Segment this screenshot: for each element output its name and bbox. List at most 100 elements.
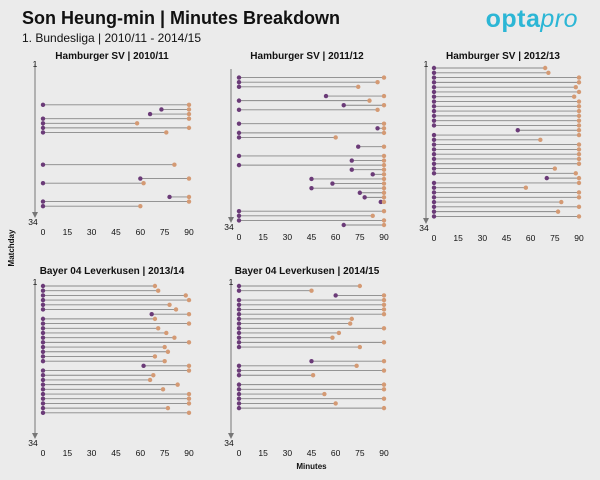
start-dot	[236, 302, 242, 307]
start-dot	[138, 176, 143, 181]
start-dot	[40, 102, 46, 108]
start-dot	[40, 321, 46, 326]
matchday-arrow-head	[228, 433, 234, 439]
y-tick-label: 34	[224, 222, 234, 232]
end-dot	[381, 172, 387, 177]
x-tick-label: 60	[136, 227, 146, 237]
end-dot	[186, 401, 192, 406]
start-dot	[431, 199, 437, 205]
start-dot	[544, 175, 549, 181]
start-dot	[515, 128, 520, 133]
end-dot	[576, 142, 582, 147]
start-dot	[236, 405, 242, 411]
start-dot	[40, 116, 46, 121]
end-dot	[381, 387, 387, 392]
end-dot	[381, 340, 387, 345]
end-dot	[381, 358, 387, 364]
end-dot	[186, 340, 192, 345]
end-dot	[357, 283, 363, 289]
start-dot	[236, 98, 242, 103]
start-dot	[431, 99, 437, 104]
end-dot	[347, 321, 353, 326]
start-dot	[236, 382, 242, 387]
panel-title: Bayer 04 Leverkusen | 2014/15	[235, 266, 380, 277]
end-dot	[162, 358, 167, 364]
end-dot	[576, 175, 582, 181]
end-dot	[356, 84, 361, 90]
start-dot	[236, 311, 242, 317]
page-subtitle: 1. Bundesliga | 2010/11 - 2014/15	[22, 31, 202, 45]
end-dot	[523, 185, 529, 190]
x-tick-label: 90	[574, 233, 584, 243]
end-dot	[333, 401, 338, 406]
start-dot	[323, 93, 329, 99]
end-dot	[381, 307, 387, 312]
end-dot	[186, 107, 192, 112]
end-dot	[381, 93, 387, 99]
end-dot	[576, 108, 582, 114]
start-dot	[40, 335, 46, 340]
matchday-arrow-head	[32, 433, 38, 439]
start-dot	[431, 214, 437, 219]
start-dot	[149, 311, 154, 317]
start-dot	[236, 330, 242, 336]
end-dot	[186, 368, 192, 373]
matchday-arrow-head	[228, 217, 234, 223]
start-dot	[349, 158, 354, 163]
end-dot	[381, 144, 387, 149]
end-dot	[576, 195, 582, 200]
start-dot	[236, 316, 242, 322]
start-dot	[147, 111, 153, 117]
x-axis-label: Minutes	[296, 462, 327, 471]
end-dot	[576, 89, 582, 95]
start-dot	[309, 185, 314, 191]
end-dot	[186, 363, 192, 369]
start-dot	[431, 80, 437, 85]
start-dot	[356, 144, 361, 149]
end-dot	[160, 387, 166, 392]
start-dot	[236, 368, 242, 373]
start-dot	[236, 340, 242, 345]
start-dot	[431, 185, 437, 190]
x-tick-label: 90	[184, 448, 194, 458]
start-dot	[375, 126, 380, 131]
end-dot	[576, 104, 582, 109]
y-tick-label: 1	[33, 277, 38, 287]
x-tick-label: 0	[237, 232, 242, 242]
end-dot	[576, 190, 582, 195]
x-tick-label: 45	[307, 232, 317, 242]
start-dot	[431, 89, 437, 95]
start-dot	[236, 75, 242, 80]
end-dot	[381, 326, 387, 331]
end-dot	[164, 130, 169, 135]
start-dot	[236, 283, 242, 289]
end-dot	[573, 171, 578, 176]
end-dot	[164, 330, 169, 336]
end-dot	[576, 151, 582, 157]
start-dot	[236, 107, 242, 113]
end-dot	[370, 213, 375, 218]
end-dot	[546, 70, 551, 75]
end-dot	[186, 311, 192, 317]
end-dot	[381, 368, 387, 373]
x-tick-label: 90	[379, 232, 389, 242]
end-dot	[186, 116, 192, 121]
x-tick-label: 15	[258, 448, 268, 458]
start-dot	[40, 373, 46, 378]
end-dot	[162, 344, 167, 350]
start-dot	[40, 368, 46, 373]
end-dot	[152, 283, 158, 289]
start-dot	[431, 209, 437, 214]
end-dot	[172, 162, 177, 167]
start-dot	[236, 321, 242, 326]
y-tick-label: 34	[28, 438, 38, 448]
end-dot	[330, 335, 335, 340]
x-tick-label: 15	[63, 448, 73, 458]
x-tick-label: 30	[87, 227, 97, 237]
start-dot	[431, 108, 437, 114]
end-dot	[367, 98, 372, 103]
matchday-arrow-head	[423, 218, 429, 224]
x-tick-label: 75	[355, 232, 365, 242]
start-dot	[40, 387, 46, 392]
start-dot	[357, 190, 363, 195]
